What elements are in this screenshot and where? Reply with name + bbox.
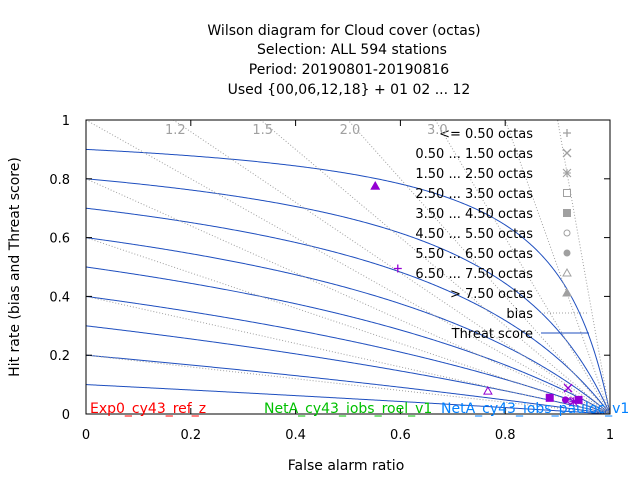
title-line-1: Wilson diagram for Cloud cover (octas) [207, 23, 480, 39]
data-point-6 [561, 396, 569, 404]
threat-score-curve-0.8 [86, 178, 610, 414]
x-tick-label: 0.2 [180, 428, 201, 443]
threat-score-curve-0.9 [86, 148, 610, 414]
bias-label: 1.5 [252, 123, 273, 138]
y-tick-label: 1 [62, 114, 70, 129]
bias-line-0.6 [86, 237, 610, 414]
plot-curves [86, 120, 610, 414]
legend-entry-label: 6.50 ... 7.50 octas [415, 267, 533, 282]
experiment-label: NetA_cy43_iobs_roel_v1 [264, 401, 432, 417]
data-points [370, 181, 583, 407]
legend-marker-open-triangle [562, 267, 572, 277]
legend-marker-open-circle [563, 229, 571, 237]
data-point-9 [568, 397, 578, 407]
legend-entry-label: 2.50 ... 3.50 octas [415, 187, 533, 202]
legend-entry-label: <= 0.50 octas [439, 127, 533, 142]
experiment-labels: Exp0_cy43_ref_z NetA_cy43_iobs_roel_v1 Net… [90, 401, 629, 417]
y-tick-label: 0.2 [49, 349, 70, 364]
bias-line-1.5 [259, 120, 610, 414]
title-line-3: Period: 20190801-20190816 [249, 62, 449, 78]
bias-line-1 [86, 120, 610, 414]
bias-line-0.2 [86, 354, 610, 414]
legend-entry-label: 1.50 ... 2.50 octas [415, 167, 533, 182]
chart-title: Wilson diagram for Cloud cover (octas) S… [207, 23, 480, 98]
experiment-label: NetA_cy43_iobs_pauloc_v1 [441, 401, 629, 417]
bias-label: 3.0 [427, 123, 448, 138]
experiment-label: Exp0_cy43_ref_z [90, 401, 206, 417]
legend-entry-label: > 7.50 octas [450, 287, 533, 302]
y-axis-label: Hit rate (bias and Threat score) [7, 157, 23, 377]
legend: <= 0.50 octas 0.50 ... 1.50 octas 1.50 ...… [415, 127, 589, 342]
bias-line-0.4 [86, 295, 610, 414]
legend-marker-filled-triangle [562, 287, 572, 297]
axis-labels: False alarm ratio Hit rate (bias and Thr… [7, 123, 448, 474]
legend-entry-label: 0.50 ... 1.50 octas [415, 147, 533, 162]
legend-marker-star [562, 168, 572, 178]
threat-score-curve-0.2 [86, 354, 610, 414]
threat-score-curve-0.5 [86, 266, 610, 414]
x-tick-label: 0 [82, 428, 90, 443]
legend-entry-label: 3.50 ... 4.50 octas [415, 207, 533, 222]
axis-ticks: 0 0.2 0.4 0.6 0.8 1 0 0.2 0.4 0.6 0.8 1 [49, 114, 614, 443]
legend-entry-label: Threat score [451, 327, 533, 342]
threat-score-curve-0.6 [86, 237, 610, 414]
x-tick-label: 0.8 [495, 428, 516, 443]
data-point-5 [545, 393, 554, 402]
data-point-3 [483, 386, 493, 395]
y-tick-label: 0.6 [49, 232, 70, 247]
legend-marker-cross [562, 148, 572, 158]
data-point-2 [393, 264, 402, 273]
title-line-4: Used {00,06,12,18} + 01 02 ... 12 [228, 82, 471, 98]
y-tick-label: 0 [62, 408, 70, 423]
legend-marker-filled-circle [563, 249, 571, 257]
legend-marker-open-square [563, 189, 571, 197]
x-tick-label: 0.6 [390, 428, 411, 443]
legend-entry-label: 5.50 ... 6.50 octas [415, 247, 533, 262]
bias-label: 1.2 [165, 123, 186, 138]
legend-marker-plus [563, 129, 571, 137]
legend-entry-label: 4.50 ... 5.50 octas [415, 227, 533, 242]
title-line-2: Selection: ALL 594 stations [257, 42, 447, 58]
bias-label: 2.0 [340, 123, 361, 138]
y-tick-label: 0.8 [49, 173, 70, 188]
data-point-4 [563, 383, 573, 393]
plot-border [85, 119, 611, 415]
data-point-1 [370, 181, 381, 190]
legend-marker-filled-square [563, 209, 571, 217]
x-tick-label: 1 [606, 428, 614, 443]
plot-frame [85, 119, 611, 415]
threat-score-curve-0.7 [86, 207, 610, 414]
x-axis-label: False alarm ratio [288, 458, 405, 474]
x-tick-label: 0.4 [285, 428, 306, 443]
legend-entry-label: bias [506, 307, 533, 322]
threat-score-curve-0.4 [86, 295, 610, 414]
threat-score-curve-0.1 [86, 384, 610, 414]
y-tick-label: 0.4 [49, 290, 70, 305]
